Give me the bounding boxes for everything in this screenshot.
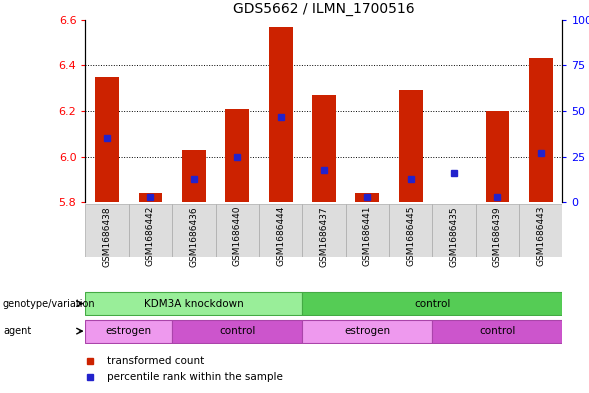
Bar: [519, 204, 562, 257]
Bar: [129, 204, 172, 257]
Bar: [138, 193, 163, 202]
Bar: [302, 204, 346, 257]
Text: control: control: [414, 299, 451, 309]
Bar: [529, 59, 552, 202]
Bar: [442, 202, 466, 360]
Text: estrogen: estrogen: [105, 326, 152, 336]
Text: GSM1686443: GSM1686443: [537, 206, 545, 266]
Bar: [225, 109, 249, 202]
Text: GSM1686436: GSM1686436: [189, 206, 198, 266]
Bar: [346, 204, 389, 257]
Text: control: control: [219, 326, 256, 336]
Bar: [259, 204, 302, 257]
Bar: [182, 150, 206, 202]
Text: GSM1686437: GSM1686437: [319, 206, 329, 266]
Bar: [312, 95, 336, 202]
Bar: [302, 320, 432, 343]
Bar: [85, 292, 302, 315]
Bar: [432, 320, 562, 343]
Text: GSM1686438: GSM1686438: [102, 206, 111, 266]
Text: agent: agent: [3, 326, 31, 336]
Text: GSM1686439: GSM1686439: [493, 206, 502, 266]
Bar: [355, 193, 379, 202]
Text: GSM1686441: GSM1686441: [363, 206, 372, 266]
Text: transformed count: transformed count: [107, 356, 204, 366]
Bar: [399, 90, 423, 202]
Bar: [476, 204, 519, 257]
Bar: [172, 320, 302, 343]
Text: percentile rank within the sample: percentile rank within the sample: [107, 372, 283, 382]
Text: GSM1686442: GSM1686442: [146, 206, 155, 266]
Bar: [85, 204, 129, 257]
Text: control: control: [479, 326, 515, 336]
Title: GDS5662 / ILMN_1700516: GDS5662 / ILMN_1700516: [233, 2, 415, 16]
Text: KDM3A knockdown: KDM3A knockdown: [144, 299, 244, 309]
Bar: [85, 320, 172, 343]
Bar: [302, 292, 562, 315]
Bar: [172, 204, 216, 257]
Bar: [389, 204, 432, 257]
Text: GSM1686440: GSM1686440: [233, 206, 241, 266]
Text: estrogen: estrogen: [344, 326, 391, 336]
Bar: [485, 111, 509, 202]
Bar: [432, 204, 476, 257]
Bar: [216, 204, 259, 257]
Text: GSM1686435: GSM1686435: [449, 206, 459, 266]
Text: genotype/variation: genotype/variation: [3, 299, 95, 309]
Text: GSM1686445: GSM1686445: [406, 206, 415, 266]
Text: GSM1686444: GSM1686444: [276, 206, 285, 266]
Bar: [95, 77, 119, 202]
Bar: [269, 26, 293, 202]
